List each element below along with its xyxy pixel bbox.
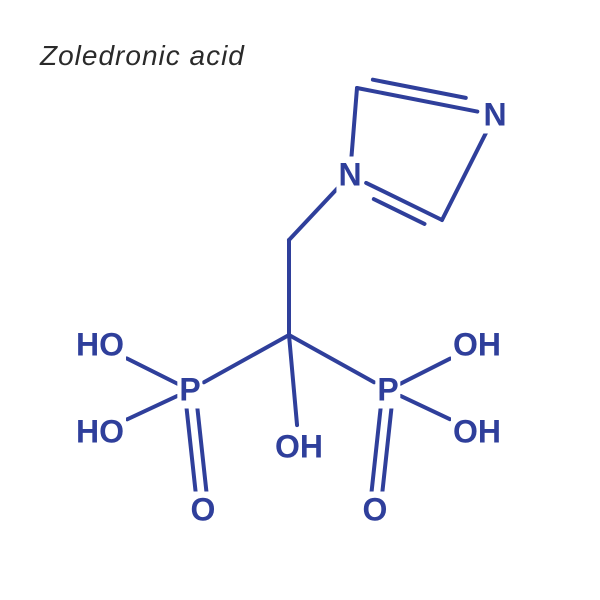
molecule-diagram (0, 0, 600, 600)
atom-label: OH (273, 429, 325, 466)
atom-label: N (336, 157, 363, 194)
atom-label: OH (451, 327, 503, 364)
atom-label: OH (451, 414, 503, 451)
atom-label: HO (74, 414, 126, 451)
atom-label: O (361, 492, 390, 529)
atom-label: P (375, 372, 400, 409)
atom-label: P (177, 372, 202, 409)
atom-label: O (189, 492, 218, 529)
atom-label: HO (74, 327, 126, 364)
atom-label: N (481, 97, 508, 134)
